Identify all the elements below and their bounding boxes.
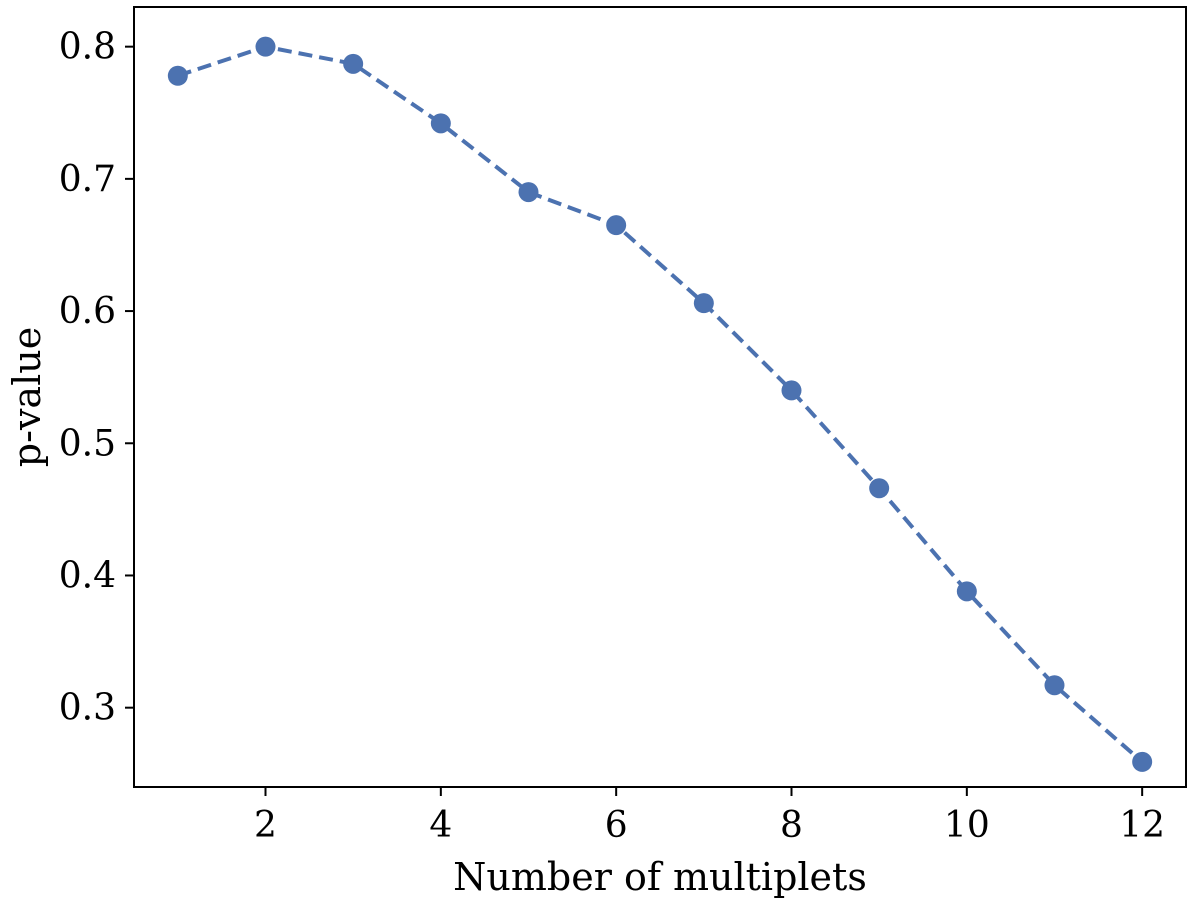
y-tick-label: 0.5 [59,423,116,464]
x-axis-title: Number of multiplets [453,855,867,899]
data-point [1132,751,1153,772]
ticks-layer: 2 4 6 8 10 12 0.3 0.4 0.5 0.6 0.7 0.8 [59,27,1165,846]
x-tick-label: 2 [254,805,277,846]
data-point [606,215,627,236]
data-point [869,478,890,499]
y-tick-label: 0.8 [59,27,116,68]
data-point [255,36,276,57]
y-tick-label: 0.6 [59,291,116,332]
data-point [430,113,451,134]
y-tick-label: 0.4 [59,555,116,596]
data-point [518,182,539,203]
y-axis-title: p-value [5,327,49,467]
data-point [956,581,977,602]
data-point [781,380,802,401]
x-tick-label: 10 [944,805,990,846]
plot-area-frame [133,6,1187,788]
data-point [693,293,714,314]
data-point [1044,675,1065,696]
x-tick-label: 4 [429,805,452,846]
data-point [167,65,188,86]
x-tick-label: 6 [605,805,628,846]
series-layer [167,36,1153,772]
y-tick-label: 0.7 [59,159,116,200]
series-line [177,44,1144,764]
data-point [343,53,364,74]
y-tick-label: 0.3 [59,688,116,729]
x-tick-label: 12 [1119,805,1165,846]
x-tick-label: 8 [780,805,803,846]
